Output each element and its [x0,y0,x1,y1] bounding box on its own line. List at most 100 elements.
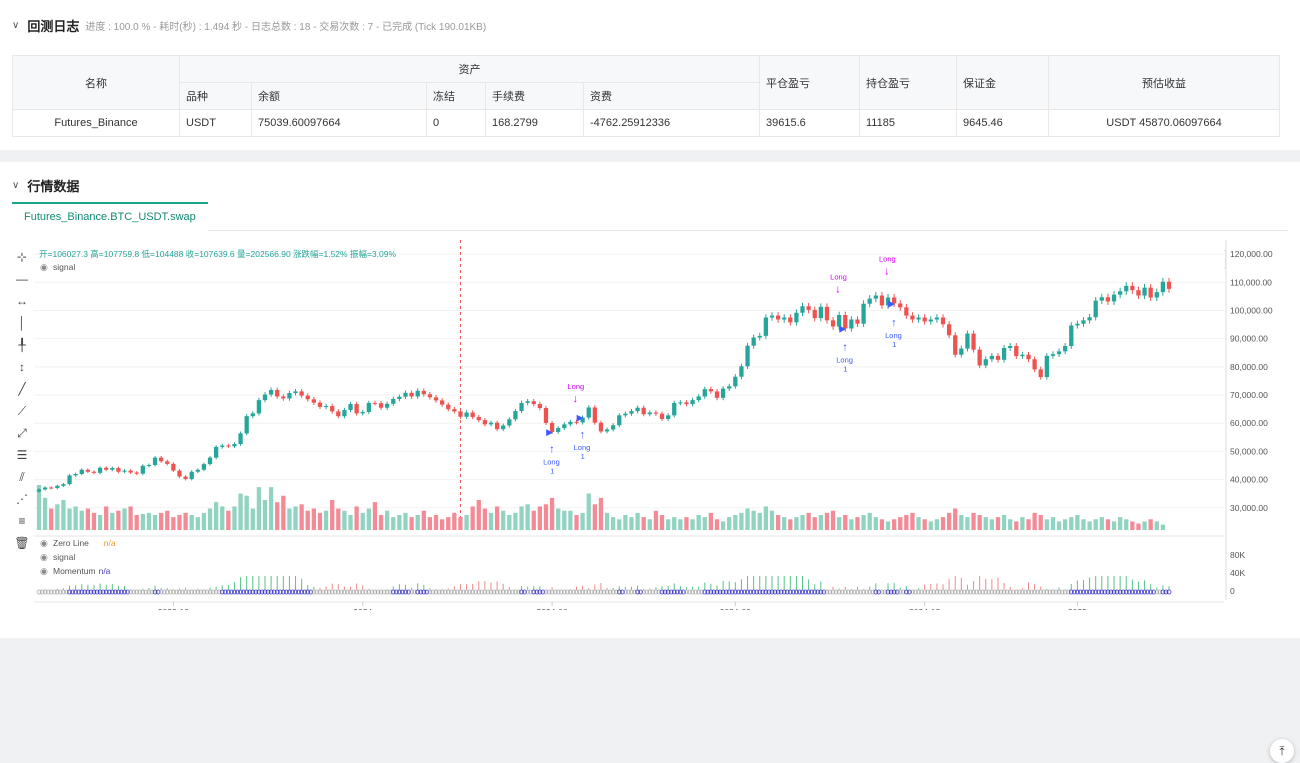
signal-dot [253,589,259,595]
volume-bar [470,506,475,530]
signal-dot [296,589,301,595]
candle [195,469,200,472]
volume-bar [159,512,164,530]
signal-dot [653,589,659,595]
market-header[interactable]: ∨ 行情数据 [12,176,79,195]
signal-dot [696,589,702,595]
signal-dot [638,589,644,595]
buy-arrow-icon: ↑ [549,443,555,455]
signal-dot [1050,589,1056,595]
volume-bar [513,512,518,530]
signal-dot [775,589,781,595]
signal-dot [626,589,631,595]
volume-bar [281,495,286,530]
signal-dot [238,589,243,595]
candle [317,402,323,407]
signal-dot [937,589,943,595]
signal-dot [332,589,338,595]
signal-count: 1 [843,364,847,373]
volume-bar [855,517,860,530]
log-header[interactable]: ∨ 回测日志 进度 : 100.0 % - 耗时(秒) : 1.494 秒 - … [12,16,486,35]
signal-dot [308,589,314,595]
candle [262,394,268,401]
candle [653,412,659,414]
ray-icon[interactable]: ⟋ [17,404,27,418]
signal-dot [79,589,85,595]
fib-icon[interactable]: ☰ [16,448,28,462]
signal-label: Long [543,457,560,466]
signal-dot [427,589,433,595]
tab-symbol[interactable]: Futures_Binance.BTC_USDT.swap [12,202,208,230]
signal-dot [36,589,42,595]
parallel-channel-icon[interactable]: ⫽ [19,470,25,484]
candle [617,415,622,426]
signal-dot [219,589,225,595]
volume-bar [812,517,817,530]
volume-bar [268,487,274,530]
chevron-down-icon[interactable]: ∨ [12,180,20,191]
horizontal-ray-icon[interactable]: ↔ [16,294,28,308]
horizontal-line-icon[interactable]: — [16,272,28,286]
candle [1154,292,1159,298]
signal-dot [73,589,79,595]
volume-bar [195,517,200,530]
candle [366,402,371,412]
sub-legend-value: n/a [104,538,116,548]
volume-bar [1020,517,1025,530]
buy-arrow-icon: ↑ [842,341,848,353]
candle [1111,294,1117,302]
price-chart[interactable]: 30,000.00 40,000.00 50,000.00 60,000.00 70,0… [34,240,1284,610]
volume-bar [800,515,805,530]
volume-bar [238,493,243,530]
signal-dot [717,589,723,595]
log-title: 回测日志 [27,19,80,34]
vertical-line-icon[interactable]: │ [18,316,26,330]
candle [775,315,781,320]
candle [256,400,262,414]
signal-dot [363,589,369,595]
trash-icon[interactable]: 🗑 [14,536,30,550]
candle [104,467,109,470]
candle [79,469,84,474]
pitchfork-icon[interactable]: ⋰ [16,492,28,506]
signal-dot [125,589,130,595]
signal-dot [378,589,384,595]
chevron-down-icon[interactable]: ∨ [12,20,20,31]
signal-dot [925,589,931,595]
candle [446,404,451,410]
scroll-to-top-button[interactable]: ⤒ [1270,739,1294,763]
text-tool-icon[interactable]: ≡ [18,514,26,528]
candle [885,297,891,306]
candle [641,407,646,415]
vertical-segment-icon[interactable]: ╀ [18,338,26,352]
signal-dot [244,589,250,595]
volume-bar [794,517,799,530]
volume-bar [482,508,488,530]
signal-dot [442,589,448,595]
candle [232,444,237,447]
candle [1099,297,1104,301]
signal-dot [766,589,772,595]
candle [549,422,555,432]
signal-dot [882,589,888,595]
candle [995,355,1001,360]
signal-dot [571,589,576,595]
signal-dot [1142,589,1147,595]
extended-line-icon[interactable]: ⤢ [17,426,27,440]
eye-icon[interactable]: ◉ [40,262,48,272]
vertical-range-icon[interactable]: ↕ [19,360,25,374]
candle [61,484,66,486]
signal-dot [433,589,439,595]
signal-dot [458,589,463,595]
signal-dot [952,589,958,595]
signal-dot [473,589,479,595]
volume-bar [1087,521,1092,530]
crosshair-icon[interactable]: ⊹ [16,250,28,264]
signal-dot [748,589,753,595]
cell-fee: 168.2799 [485,109,584,137]
volume-bar [97,515,103,530]
signal-dot [971,589,976,595]
volume-bar [953,508,958,530]
trend-line-icon[interactable]: ╱ [18,382,26,396]
volume-bar [916,517,921,530]
